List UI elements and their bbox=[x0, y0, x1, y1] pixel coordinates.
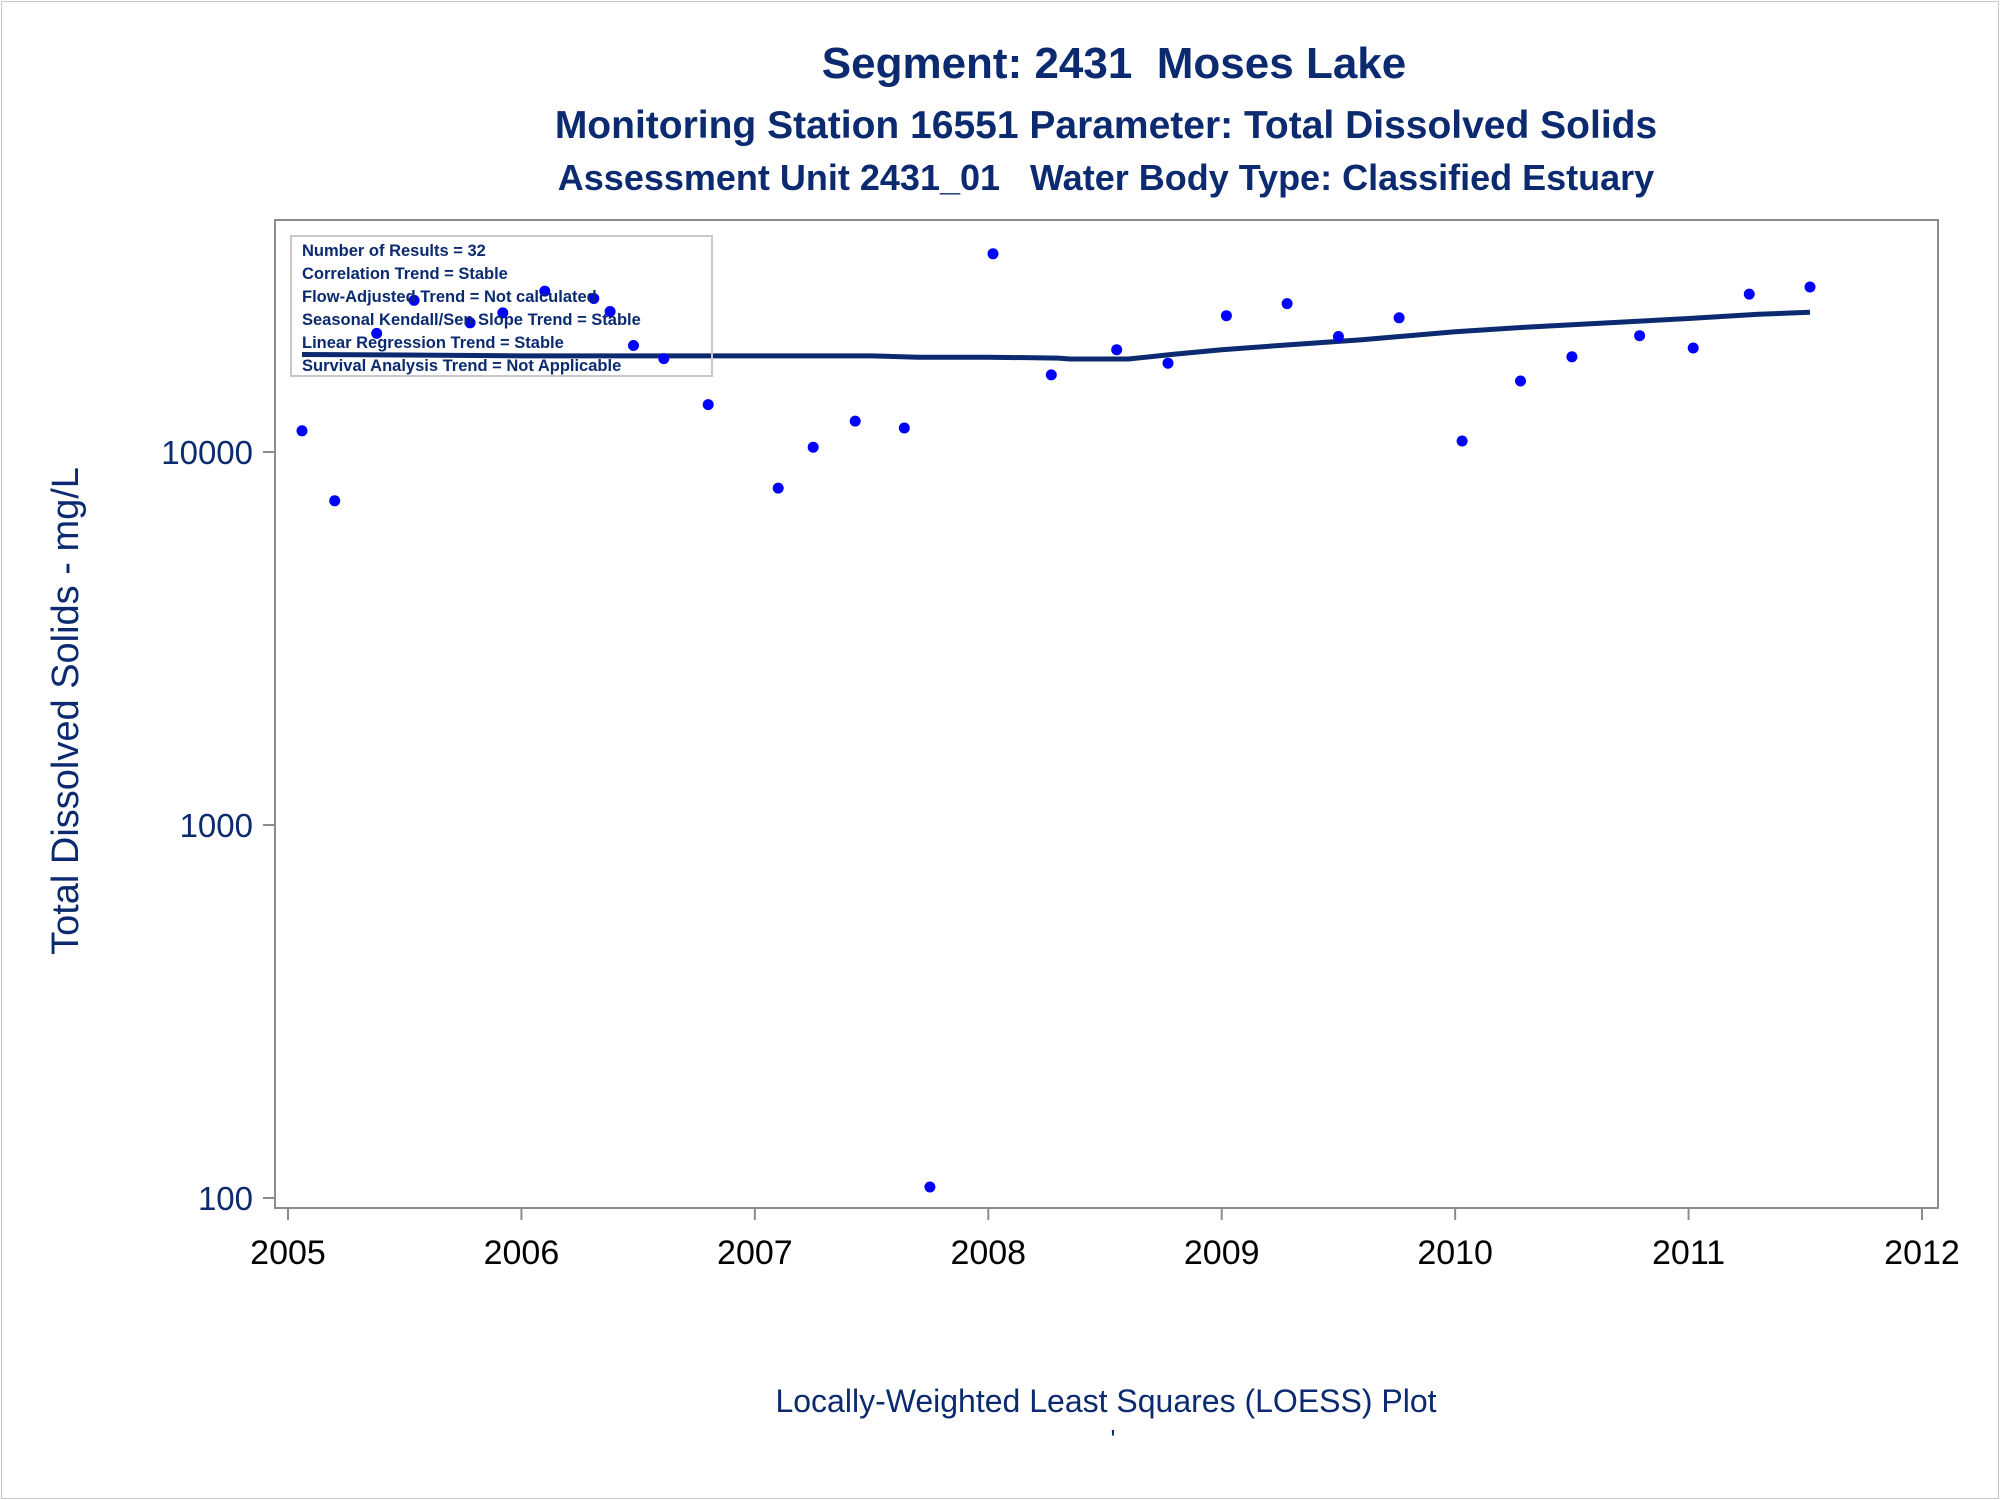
x-tick-label: 2009 bbox=[1184, 1234, 1260, 1272]
data-point bbox=[497, 307, 509, 319]
chart-subtitle-2: Assessment Unit 2431_01 Water Body Type:… bbox=[558, 157, 1654, 198]
data-point bbox=[408, 294, 420, 306]
data-point bbox=[1634, 330, 1646, 342]
data-point bbox=[628, 340, 639, 351]
x-tick-label: 2006 bbox=[484, 1234, 560, 1272]
data-point bbox=[1111, 344, 1123, 356]
data-point bbox=[1456, 435, 1468, 447]
plot-area bbox=[274, 219, 1939, 1209]
data-point bbox=[658, 353, 670, 365]
data-point bbox=[329, 495, 341, 507]
data-point bbox=[807, 441, 819, 453]
y-tick-label: 1000 bbox=[180, 807, 253, 844]
footnote-mark: ' bbox=[1111, 1424, 1116, 1454]
stats-line-4: Seasonal Kendall/Sen Slope Trend = Stabl… bbox=[302, 311, 641, 329]
data-point bbox=[702, 399, 714, 411]
data-point bbox=[898, 422, 910, 434]
footnote: Locally-Weighted Least Squares (LOESS) P… bbox=[775, 1383, 1436, 1419]
chart-subtitle-1: Monitoring Station 16551 Parameter: Tota… bbox=[555, 104, 1657, 147]
data-point bbox=[1566, 351, 1578, 363]
y-axis-ticks: 100 1000 10000 bbox=[161, 434, 275, 1217]
data-point bbox=[604, 306, 616, 317]
x-tick-label: 2012 bbox=[1884, 1234, 1960, 1272]
y-tick-label: 10000 bbox=[161, 434, 253, 471]
stats-box: Number of Results = 32 Correlation Trend… bbox=[290, 235, 713, 377]
x-tick-label: 2010 bbox=[1417, 1234, 1493, 1272]
stats-line-1: Number of Results = 32 bbox=[302, 242, 486, 260]
data-point bbox=[772, 482, 784, 494]
data-point bbox=[588, 293, 600, 304]
data-point bbox=[987, 248, 999, 260]
data-point bbox=[1804, 281, 1816, 293]
data-point bbox=[1515, 375, 1526, 387]
loess-trend-line bbox=[301, 309, 1811, 362]
data-point bbox=[1687, 342, 1699, 354]
data-point bbox=[1332, 331, 1344, 342]
data-point bbox=[1162, 357, 1174, 369]
data-point bbox=[371, 327, 383, 339]
x-tick-label: 2007 bbox=[717, 1234, 793, 1272]
x-axis-ticks: 2005 2006 2007 2008 2009 2010 2011 2012 bbox=[250, 1208, 1960, 1272]
data-point bbox=[1281, 298, 1293, 310]
data-point bbox=[464, 317, 476, 329]
data-point bbox=[296, 425, 308, 437]
x-tick-label: 2008 bbox=[950, 1234, 1026, 1272]
stats-line-6: Survival Analysis Trend = Not Applicable bbox=[302, 357, 621, 375]
stats-line-2: Correlation Trend = Stable bbox=[302, 265, 508, 283]
data-point bbox=[849, 415, 861, 427]
data-point bbox=[1220, 310, 1232, 322]
data-point bbox=[1743, 288, 1755, 300]
stats-line-3: Flow-Adjusted Trend = Not calculated bbox=[302, 288, 597, 306]
loess-series bbox=[301, 309, 1811, 362]
stats-line-5: Linear Regression Trend = Stable bbox=[302, 334, 564, 352]
data-point bbox=[539, 285, 551, 297]
y-tick-label: 100 bbox=[198, 1180, 253, 1217]
data-point bbox=[924, 1181, 936, 1193]
x-tick-label: 2011 bbox=[1652, 1234, 1725, 1272]
stats-box-frame bbox=[290, 235, 713, 377]
data-points bbox=[296, 248, 1816, 1193]
data-point bbox=[1045, 369, 1057, 381]
data-point bbox=[1393, 312, 1405, 324]
y-axis-label: Total Dissolved Solids - mg/L bbox=[45, 467, 87, 955]
chart-title: Segment: 2431 Moses Lake bbox=[822, 39, 1406, 88]
x-tick-label: 2005 bbox=[250, 1234, 326, 1272]
